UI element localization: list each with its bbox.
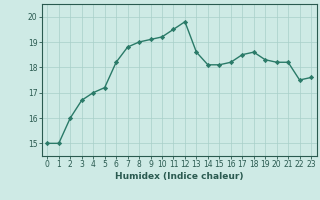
- X-axis label: Humidex (Indice chaleur): Humidex (Indice chaleur): [115, 172, 244, 181]
